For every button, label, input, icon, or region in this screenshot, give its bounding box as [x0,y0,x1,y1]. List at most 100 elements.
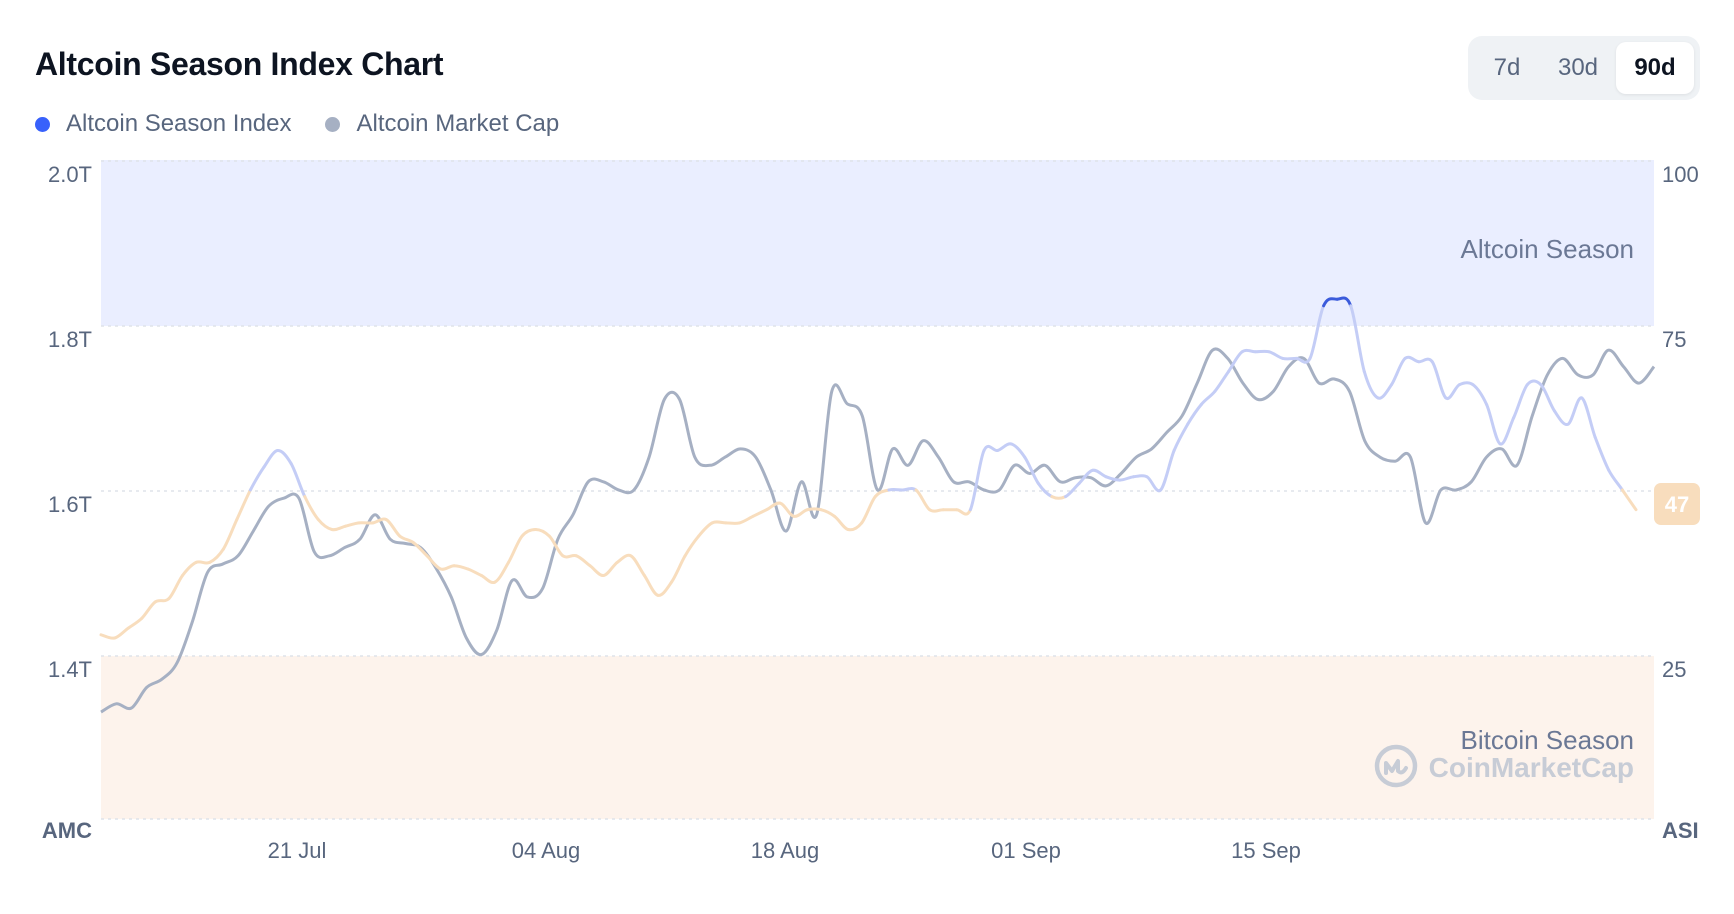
altcoin-season-index-segment [439,564,456,571]
legend-dot-icon [325,116,341,132]
altcoin-season-index-segment [751,508,769,518]
chart-title: Altcoin Season Index Chart [35,46,444,82]
altcoin-season-index-segment [914,488,932,512]
altcoin-season-index-segment [194,560,212,565]
altcoin-season-index-segment [452,564,470,571]
legend-dot-icon [35,116,50,132]
y-left-tick-label: 1.8T [48,327,92,352]
altcoin-season-index-segment [411,541,429,558]
altcoin-market-cap-line [100,347,1656,714]
altcoin-season-index-segment [1349,304,1366,374]
altcoin-season-index-segment [860,495,877,525]
altcoin-season-index-segment [276,449,293,466]
x-tick-label: 01 Sep [991,838,1061,863]
altcoin-season-index-segment [1525,379,1543,387]
altcoin-season-index-segment [1362,370,1380,400]
altcoin-season-index-segment [1009,442,1027,459]
altcoin-season-index-segment [1390,356,1407,387]
altcoin-season-index-segment [479,574,497,585]
x-tick-label: 04 Aug [512,838,581,863]
altcoin-season-index-segment [629,554,646,577]
altcoin-season-index-segment [792,508,809,518]
chart-legend: Altcoin Season Index Altcoin Market Cap [35,110,559,138]
legend-label: Altcoin Market Cap [356,110,560,137]
altcoin-season-index-segment [1444,383,1461,401]
altcoin-season-index-segment [642,574,660,597]
legend-item-altcoin-season-index[interactable]: Altcoin Season Index [35,110,291,138]
altcoin-season-index-segment [1267,350,1285,360]
range-button-7d[interactable]: 7d [1493,54,1521,81]
x-tick-label: 18 Aug [751,838,820,863]
altcoin-season-index-segment [99,633,117,640]
altcoin-season-index-segment [982,444,999,453]
altcoin-season-index-segment [344,521,361,528]
altcoin-season-index-segment [955,508,972,516]
altcoin-season-index-segment [1036,481,1054,499]
altcoin-season-index-segment [153,597,171,604]
y-left-axis-label: AMC [42,818,92,843]
altcoin-season-index-segment [262,449,280,469]
y-right-tick-label: 25 [1662,657,1686,682]
altcoin-season-index-segment [1566,396,1584,426]
legend-label: Altcoin Season Index [66,110,292,137]
altcoin-season-index-segment [1308,304,1326,360]
altcoin-season-index-segment [656,580,673,597]
altcoin-season-index-segment [1553,409,1570,427]
time-range-selector: 7d 30d 90d [1468,36,1700,100]
altcoin-season-index-segment [968,449,986,512]
altcoin-season-index-segment [602,560,619,577]
altcoin-season-index-segment [996,442,1013,452]
range-button-30d[interactable]: 30d [1557,54,1599,81]
altcoin-season-index-segment [140,600,157,620]
altcoin-season-index-segment [1064,481,1081,499]
altcoin-season-index-segment [1620,488,1638,512]
altcoin-season-index-segment [167,574,184,601]
bitcoin-season-label: Bitcoin Season [1461,725,1634,755]
y-right-tick-label: 75 [1662,327,1686,352]
altcoin-season-index-segment [1294,356,1312,364]
altcoin-season-index-segment [1498,416,1516,446]
altcoin-season-index-segment [1240,348,1258,354]
altcoin-season-index-segment [1159,449,1176,492]
altcoin-season-index-segment [574,554,592,568]
altcoin-season-index-segment [1457,381,1475,387]
altcoin-season-index-segment [221,518,239,551]
altcoin-season-index-segment [371,517,388,525]
altcoin-season-index-segment [1227,350,1244,374]
altcoin-season-index-segment [833,514,850,531]
altcoin-season-index-segment [547,534,565,558]
y-left-tick-label: 2.0T [48,162,92,187]
altcoin-season-index-segment [466,567,483,577]
y-right-axis-label: ASI [1662,818,1699,843]
altcoin-season-index-segment [493,560,510,584]
altcoin-season-index-series [99,296,1638,640]
altcoin-season-index-segment [248,465,266,492]
altcoin-season-index-segment [710,520,728,525]
bitcoin-season-zone [101,656,1654,819]
altcoin-season-index-segment [1593,435,1611,472]
altcoin-season-index-segment [1607,468,1624,492]
y-left-tick-label: 1.4T [48,657,92,682]
altcoin-season-index-segment [303,495,320,522]
altcoin-season-index-segment [670,554,687,584]
altcoin-season-index-segment [1213,370,1230,393]
altcoin-season-index-segment [1403,355,1421,364]
altcoin-season-index-segment [384,518,402,538]
altcoin-season-index-segment [1512,383,1529,420]
altcoin-season-index-segment [1199,389,1217,406]
altcoin-season-index-segment [738,514,755,525]
altcoin-season-index-segment [235,488,252,522]
altcoin-season-zone [101,160,1654,326]
altcoin-season-index-segment [181,560,198,577]
range-button-90d[interactable]: 90d [1616,42,1694,94]
altcoin-season-index-segment [289,462,307,499]
altcoin-season-index-segment [330,524,347,532]
y-right-tick-label: 100 [1662,162,1699,187]
legend-item-altcoin-market-cap[interactable]: Altcoin Market Cap [325,110,559,138]
altcoin-season-index-segment [507,534,524,564]
altcoin-season-index-segment [1118,475,1135,482]
altcoin-season-index-segment [1580,396,1597,439]
altcoin-season-index-segment [1539,383,1556,413]
watermark-text: CoinMarketCap [1429,752,1634,783]
